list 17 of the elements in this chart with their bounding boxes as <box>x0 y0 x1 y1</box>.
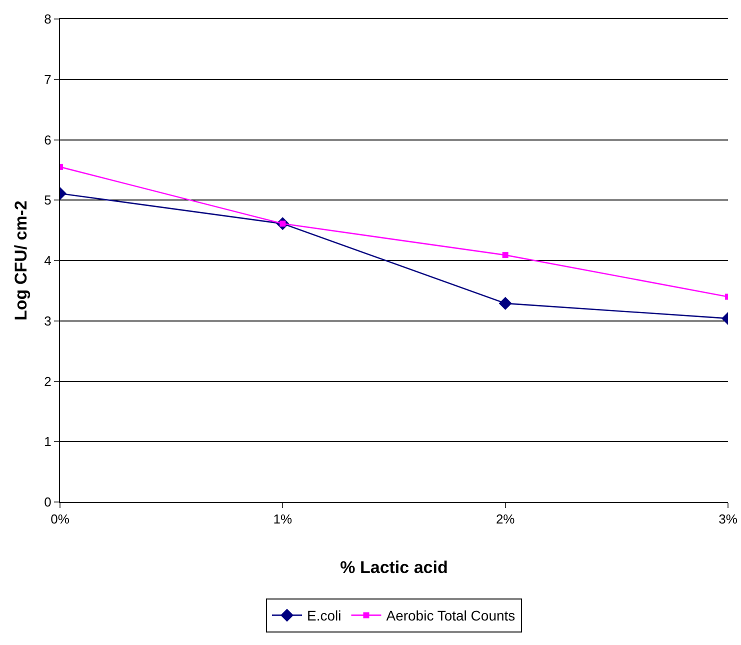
x-tick-label: 1% <box>273 512 292 527</box>
x-tick-label: 3% <box>718 512 738 527</box>
y-axis-title: Log CFU/ cm-2 <box>12 200 31 320</box>
y-tick-label: 7 <box>44 72 52 87</box>
x-tick-label: 2% <box>496 512 516 527</box>
y-tick-label: 6 <box>44 132 52 148</box>
y-tick-label: 2 <box>44 374 52 389</box>
y-tick-label: 8 <box>44 12 52 27</box>
legend-label: E.coli <box>307 608 342 624</box>
legend-label: Aerobic Total Counts <box>386 608 516 624</box>
y-tick-label: 1 <box>44 434 52 450</box>
y-tick-label: 5 <box>44 192 52 208</box>
x-tick-label: 0% <box>50 512 70 527</box>
x-axis-title: % Lactic acid <box>340 558 448 577</box>
y-tick-label: 3 <box>44 313 52 328</box>
y-tick-label: 4 <box>44 253 52 268</box>
y-tick-label: 0 <box>44 494 52 510</box>
